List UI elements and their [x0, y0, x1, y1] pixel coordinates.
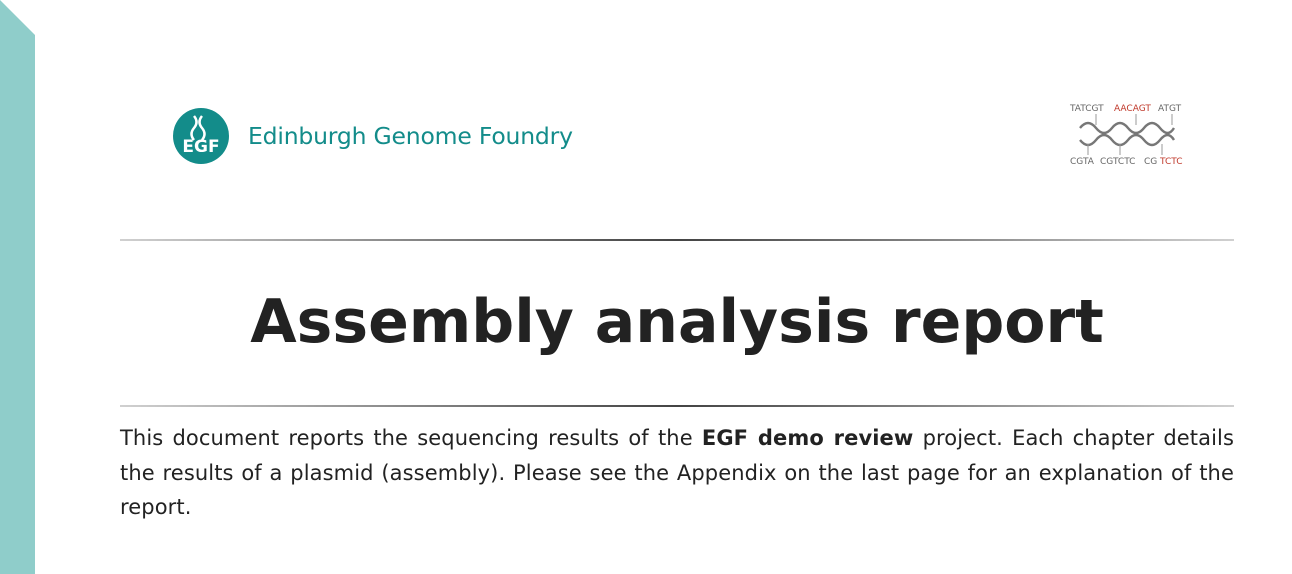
dna-top-seq-2: AACAGT — [1114, 104, 1151, 114]
dna-helix-icon — [1079, 121, 1176, 147]
egf-logo-letters: EGF — [182, 137, 219, 157]
dna-bottom-seq-2: CGTCTC — [1100, 157, 1135, 167]
brand-name: Edinburgh Genome Foundry — [248, 122, 573, 150]
egf-logo-icon: EGF — [173, 108, 229, 164]
dna-bottom-seq-4: TCTC — [1159, 157, 1183, 167]
dna-top-seq-3: ATGT — [1158, 104, 1182, 114]
title-divider-bottom — [120, 405, 1234, 407]
dna-bottom-seq-1: CGTA — [1070, 157, 1095, 167]
intro-text-before: This document reports the sequencing res… — [120, 426, 702, 450]
side-accent-band — [0, 0, 35, 574]
dna-sequence-logo: TATCGT AACAGT ATGT CGTA CGTCTC CG TCTC — [1069, 104, 1183, 167]
dna-bottom-seq-3: CG — [1144, 157, 1157, 167]
dna-top-seq-1: TATCGT — [1069, 104, 1104, 114]
intro-text-after: project. Each chapter details the result… — [120, 426, 1234, 519]
page-title: Assembly analysis report — [250, 287, 1104, 357]
title-divider-top — [120, 239, 1234, 241]
intro-paragraph: This document reports the sequencing res… — [120, 421, 1234, 525]
egf-logo: EGF Edinburgh Genome Foundry — [172, 107, 573, 165]
project-name: EGF demo review — [701, 426, 914, 450]
